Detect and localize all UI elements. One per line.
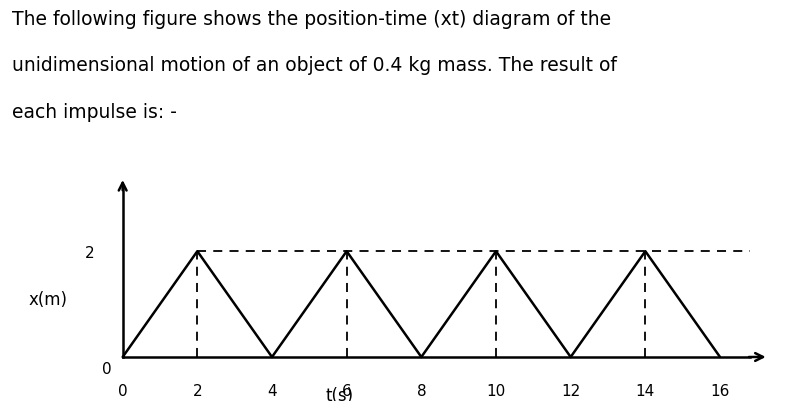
Text: unidimensional motion of an object of 0.4 kg mass. The result of: unidimensional motion of an object of 0.…: [12, 56, 617, 75]
Text: t(s): t(s): [325, 386, 354, 401]
Text: each impulse is: -: each impulse is: -: [12, 102, 177, 121]
Text: The following figure shows the position-time (xt) diagram of the: The following figure shows the position-…: [12, 10, 611, 29]
Text: x(m): x(m): [29, 290, 67, 308]
Text: 0: 0: [102, 361, 111, 376]
